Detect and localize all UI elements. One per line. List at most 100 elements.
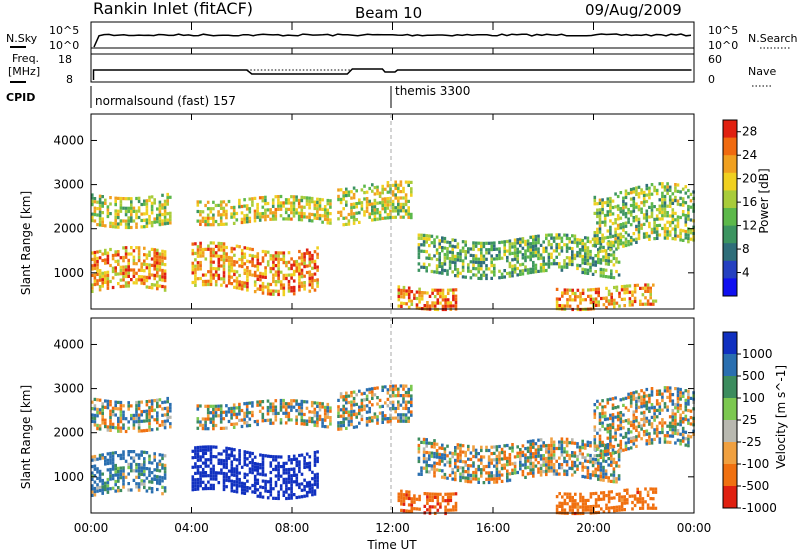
heatmap-cell [687,204,690,209]
heatmap-cell [637,392,641,397]
heatmap-cell [384,401,387,405]
heatmap-cell [150,195,154,199]
heatmap-cell [607,299,611,303]
heatmap-cell [323,418,327,422]
heatmap-cell [596,447,599,451]
heatmap-cell [508,242,512,246]
heatmap-cell [480,260,483,265]
heatmap-cell [308,219,311,223]
heatmap-cell [558,236,561,240]
heatmap-cell [111,477,115,481]
heatmap-cell [318,204,322,208]
heatmap-cell [194,471,197,475]
heatmap-cell [547,469,551,473]
heatmap-cell [616,236,620,240]
heatmap-cell [671,421,675,425]
heatmap-cell [277,411,280,415]
heatmap-cell [394,196,397,200]
heatmap-cell [127,482,130,486]
heatmap-cell [666,185,669,189]
heatmap-cell [444,508,447,512]
heatmap-cell [565,246,569,250]
heatmap-cell [597,260,600,265]
heatmap-cell [637,185,641,189]
heatmap-cell [321,405,324,409]
heatmap-cell [150,477,154,481]
heatmap-cell [589,240,592,244]
heatmap-cell [212,471,215,475]
heatmap-cell [259,262,262,266]
heatmap-cell [93,413,97,417]
heatmap-cell [204,404,207,408]
heatmap-cell [487,455,491,459]
heatmap-cell [240,465,244,469]
heatmap-cell [290,461,293,465]
heatmap-cell [444,505,447,509]
heatmap-cell [589,453,592,458]
heatmap-cell [663,188,667,192]
heatmap-cell [539,457,543,461]
heatmap-cell [298,495,301,499]
heatmap-cell [161,413,164,417]
heatmap-cell [684,229,688,234]
heatmap-cell [431,304,434,308]
heatmap-cell [454,471,457,475]
heatmap-cell [145,400,149,404]
heatmap-cell [480,455,483,459]
heatmap-cell [352,221,356,225]
heatmap-cell [214,445,218,449]
heatmap-cell [584,443,587,447]
heatmap-cell [640,437,643,441]
heatmap-cell [217,248,221,252]
heatmap-cell [571,499,574,503]
heatmap-cell [452,304,455,308]
heatmap-cell [337,424,340,428]
heatmap-cell [555,300,559,304]
heatmap-cell [529,267,532,271]
heatmap-cell [111,464,115,468]
heatmap-cell [122,469,125,473]
heatmap-cell [674,441,677,445]
heatmap-cell [568,495,572,499]
heatmap-cell [212,273,215,277]
heatmap-cell [467,464,470,468]
heatmap-cell [456,452,460,456]
heatmap-cell [140,472,143,476]
heatmap-cell [232,406,236,410]
heatmap-cell [163,288,167,292]
colorbar-tick-label: 28 [742,125,757,139]
heatmap-cell [109,247,112,252]
heatmap-cell [619,398,623,402]
heatmap-cell [526,449,530,453]
heatmap-cell [381,216,384,220]
heatmap-cell [611,205,615,210]
heatmap-cell [277,477,280,481]
heatmap-cell [251,263,254,268]
heatmap-cell [599,468,603,472]
heatmap-cell [163,473,167,477]
heatmap-cell [137,466,141,470]
noise-left-tick-lo: 10^0 [49,39,79,52]
heatmap-cell [425,460,428,464]
heatmap-cell [137,469,141,473]
heatmap-cell [264,253,267,257]
heatmap-cell [217,210,220,214]
heatmap-cell [199,244,202,249]
heatmap-cell [158,398,162,402]
heatmap-cell [663,434,667,438]
heatmap-cell [550,233,553,237]
heatmap-cell [676,432,680,436]
heatmap-cell [196,267,200,271]
heatmap-cell [201,216,205,220]
heatmap-cell [410,193,413,197]
heatmap-cell [400,508,403,512]
heatmap-cell [156,267,159,272]
heatmap-cell [511,274,514,278]
heatmap-cell [101,418,104,422]
heatmap-cell [376,211,379,215]
heatmap-cell [417,249,421,253]
heatmap-cell [264,479,267,483]
heatmap-cell [397,190,400,194]
heatmap-cell [579,492,582,496]
heatmap-cell [209,241,213,245]
